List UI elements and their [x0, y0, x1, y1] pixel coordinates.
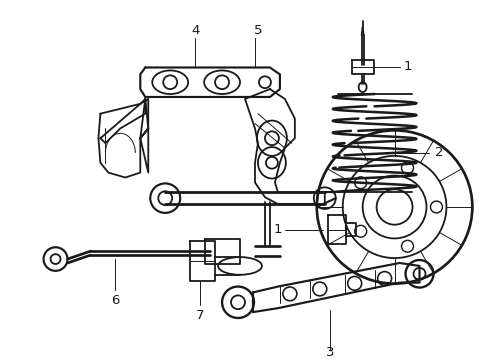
Text: 7: 7 — [196, 309, 204, 321]
Text: 4: 4 — [191, 24, 199, 37]
Text: 5: 5 — [254, 24, 262, 37]
Text: 1: 1 — [273, 223, 282, 236]
Text: 6: 6 — [111, 294, 120, 307]
Text: 2: 2 — [435, 147, 444, 159]
Text: 1: 1 — [403, 60, 412, 73]
Text: 3: 3 — [325, 346, 334, 359]
